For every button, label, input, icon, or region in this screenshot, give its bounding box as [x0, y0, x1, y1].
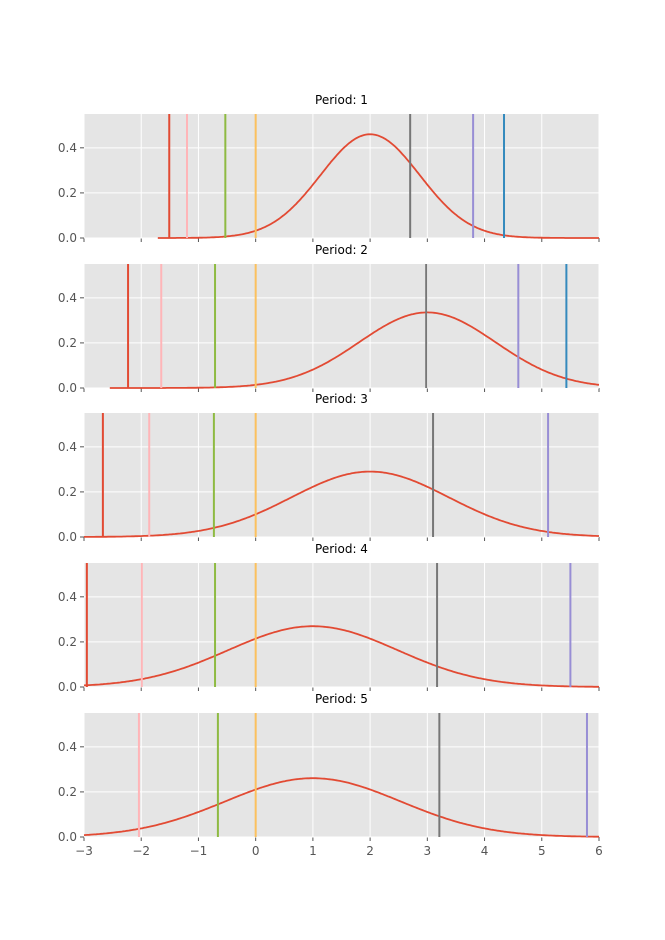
subplot-title: Period: 3: [315, 392, 368, 406]
x-tick-label: 6: [595, 844, 603, 858]
plot-area: [84, 114, 599, 238]
y-tick-label: 0.2: [58, 785, 77, 799]
density-curve: [84, 470, 599, 538]
plot-area: [84, 264, 599, 388]
density-curve: [83, 625, 599, 688]
y-tick-label: 0.0: [58, 381, 77, 395]
y-tick-label: 0.0: [58, 530, 77, 544]
y-tick-label: 0.2: [58, 635, 77, 649]
x-tick-label: 0: [252, 844, 260, 858]
x-tick-label: −1: [190, 844, 208, 858]
plot-area: [84, 713, 599, 837]
plot-area: [84, 563, 599, 687]
subplot-4: 0.0 0.2 0.4 Period: 4: [58, 542, 600, 694]
x-tick-label: −3: [75, 844, 93, 858]
y-tick-label: 0.4: [58, 291, 77, 305]
y-tick-label: 0.4: [58, 590, 77, 604]
subplot-title: Period: 5: [315, 692, 368, 706]
x-tick-label: 4: [481, 844, 489, 858]
y-tick-label: 0.0: [58, 680, 77, 694]
subplot-5: −3 −2 −1 0 1 2 3 4 5 6 0.0 0.2 0.4 Period: 5: [58, 692, 603, 858]
density-curve: [83, 777, 599, 838]
subplot-2: 0.0 0.2 0.4 Period: 2: [58, 243, 600, 395]
y-tick-label: 0.0: [58, 830, 77, 844]
y-tick-label: 0.0: [58, 231, 77, 245]
y-tick-label: 0.2: [58, 485, 77, 499]
x-tick-label: 3: [424, 844, 432, 858]
density-curve: [157, 133, 599, 239]
subplot-title: Period: 1: [315, 93, 368, 107]
subplot-title: Period: 4: [315, 542, 368, 556]
x-tick-label: 2: [366, 844, 374, 858]
y-tick-label: 0.2: [58, 336, 77, 350]
y-tick-label: 0.2: [58, 186, 77, 200]
subplot-title: Period: 2: [315, 243, 368, 257]
subplot-3: 0.0 0.2 0.4 Period: 3: [58, 392, 600, 544]
x-tick-label: −2: [132, 844, 150, 858]
x-tick-label: 5: [538, 844, 546, 858]
y-tick-label: 0.4: [58, 440, 77, 454]
y-tick-label: 0.4: [58, 141, 77, 155]
subplot-1: 0.0 0.2 0.4 Period: 1: [58, 93, 600, 245]
x-tick-label: 1: [309, 844, 317, 858]
y-tick-label: 0.4: [58, 740, 77, 754]
